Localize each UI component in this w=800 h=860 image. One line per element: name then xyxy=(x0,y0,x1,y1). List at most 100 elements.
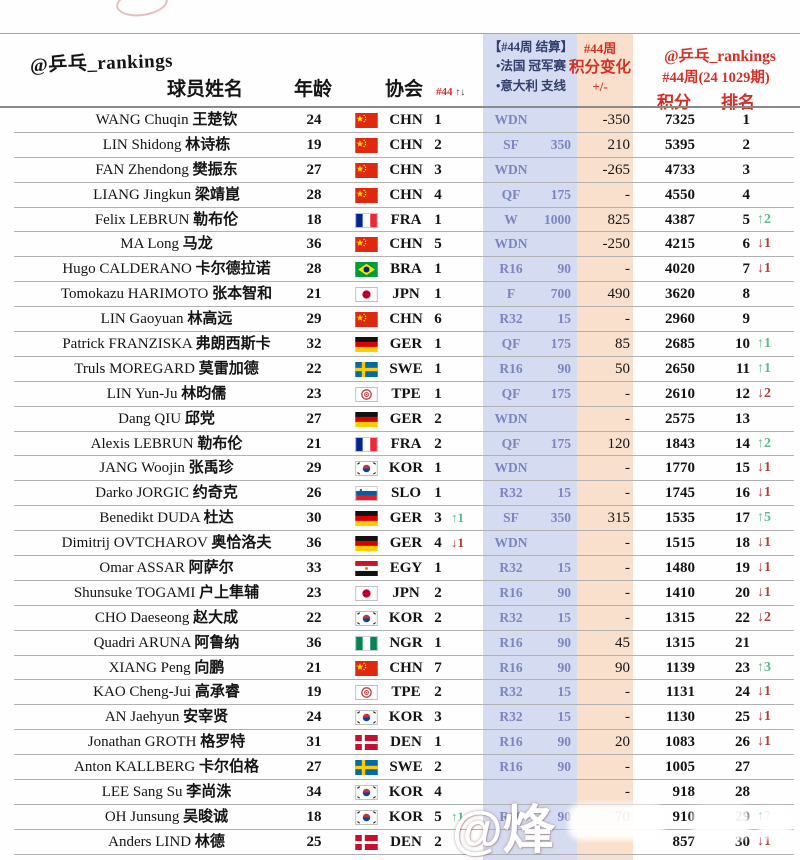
player-name-en: Anders LIND xyxy=(108,833,192,850)
total-points: 1843 xyxy=(665,435,695,452)
total-points: 4733 xyxy=(665,161,695,178)
assoc-code: EGY xyxy=(389,560,423,577)
event-result-points: 15 xyxy=(557,485,572,501)
points-change: 490 xyxy=(607,286,631,303)
player-name: Tomokazu HARIMOTO 张本智和 xyxy=(25,282,308,307)
rank-change: ↓1 xyxy=(757,734,771,750)
event-result-points: 90 xyxy=(557,584,572,600)
rank-change: ↓1 xyxy=(757,535,771,551)
world-rank: 18 xyxy=(735,535,750,552)
table-row: LIN Shidong 林诗栋 19 CHN 2 SF 350 210 5395 2 xyxy=(0,133,800,158)
assoc-rank: 2 xyxy=(434,684,442,701)
player-name-zh: 格罗特 xyxy=(200,734,246,751)
player-name: Hugo CALDERANO 卡尔德拉诺 xyxy=(25,257,308,282)
assoc-code: SWE xyxy=(389,360,423,377)
event-result: QF xyxy=(501,385,521,401)
player-name-en: Alexis LEBRUN xyxy=(90,435,194,452)
assoc-rank: 3 xyxy=(434,709,442,726)
event-result: R16 xyxy=(499,659,523,675)
player-name-en: XIANG Peng xyxy=(108,659,191,676)
player-name-en: Dang QIU xyxy=(118,410,182,427)
player-age: 36 xyxy=(306,634,322,651)
assoc-code: GER xyxy=(389,510,423,527)
assoc-code: TPE xyxy=(391,385,421,402)
table-row: Anton KALLBERG 卡尔伯格 27 SWE 2 R16 90-1005 27 xyxy=(0,755,800,780)
world-rank: 13 xyxy=(735,410,750,427)
total-points: 1131 xyxy=(665,684,695,701)
sort-arrows-icon: ↑↓ xyxy=(455,87,466,98)
event-result-points: 15 xyxy=(557,560,572,576)
rank-change: ↓1 xyxy=(757,584,771,600)
table-row: MA Long 马龙 36 CHN 5 WDN -250 4215 6 ↓1 xyxy=(0,232,800,258)
player-age: 18 xyxy=(306,211,322,228)
player-name: Anton KALLBERG 卡尔伯格 xyxy=(25,755,308,780)
table-row: LIN Yun-Ju 林昀儒 23 TPE 1 QF 175-2610 12 ↓2 xyxy=(0,382,800,407)
event-italy-label: •意大利 支线 xyxy=(495,78,566,93)
total-points: 4387 xyxy=(665,211,695,228)
player-name-en: Quadri ARUNA xyxy=(93,634,191,651)
event-result-points: 90 xyxy=(557,734,572,750)
player-name: LIN Yun-Ju 林昀儒 xyxy=(25,382,308,407)
player-name-en: LIN Yun-Ju xyxy=(106,385,178,402)
player-name-zh: 弗朗西斯卡 xyxy=(195,336,271,353)
player-name-en: Darko JORGIC xyxy=(95,485,189,502)
player-name: KAO Cheng-Jui 高承睿 xyxy=(25,680,308,705)
player-name: LEE Sang Su 李尚洙 xyxy=(25,780,308,805)
event-result-points: 90 xyxy=(557,634,572,650)
assoc-code: CHN xyxy=(389,161,423,178)
world-rank: 14 xyxy=(735,435,750,452)
player-name-en: KAO Cheng-Jui xyxy=(93,684,192,701)
points-change: -250 xyxy=(602,236,631,253)
flag-icon xyxy=(355,635,379,651)
event-result: R16 xyxy=(499,634,523,650)
player-name-zh: 向鹏 xyxy=(194,659,225,676)
assoc-code: GER xyxy=(389,535,423,552)
rank-change: ↑2 xyxy=(757,211,771,227)
player-name: Dang QIU 邱党 xyxy=(25,407,308,432)
event-result: WDN xyxy=(494,236,528,252)
table-row: XIANG Peng 向鹏 21 CHN 7 R16 90 90 1139 23 ↑3 xyxy=(0,656,800,681)
assoc-code: NGR xyxy=(389,634,423,651)
points-change: - xyxy=(625,261,630,278)
assoc-code: JPN xyxy=(392,286,420,303)
event-result: WDN xyxy=(494,535,528,551)
table-row: CHO Daeseong 赵大成 22 KOR 2 R32 15-1315 22 ↓2 xyxy=(0,606,800,631)
assoc-rank-change: ↑1 xyxy=(451,510,464,526)
player-name-zh: 王楚钦 xyxy=(192,112,238,128)
assoc-code: KOR xyxy=(388,709,424,726)
player-name-zh: 林高远 xyxy=(187,311,233,328)
assoc-code: CHN xyxy=(389,659,423,676)
flag-icon xyxy=(355,486,379,502)
player-age: 23 xyxy=(306,385,322,402)
world-rank: 24 xyxy=(735,684,750,701)
player-age: 21 xyxy=(306,286,322,303)
total-points: 1139 xyxy=(665,659,695,676)
flag-icon xyxy=(355,660,379,676)
player-name-zh: 卡尔伯格 xyxy=(198,759,259,776)
player-age: 18 xyxy=(306,808,322,825)
rank-change: ↓1 xyxy=(757,460,771,476)
player-name: WANG Chuqin 王楚钦 xyxy=(25,108,308,133)
assoc-code: SWE xyxy=(389,759,423,776)
table-header: @乒乓_rankings 球员姓名 年龄 协会 #44 ↑↓ 【#44周 结算】… xyxy=(0,34,800,112)
points-change: - xyxy=(625,784,630,801)
brand-right: @乒乓_rankings xyxy=(664,48,776,65)
total-points: 1745 xyxy=(665,485,695,502)
world-rank: 12 xyxy=(735,385,750,402)
player-name-zh: 张本智和 xyxy=(212,286,273,303)
total-points: 7325 xyxy=(665,112,695,128)
partial-logo xyxy=(114,0,170,20)
points-change: - xyxy=(625,410,630,427)
rank-change: ↓1 xyxy=(757,833,771,849)
player-name: CHO Daeseong 赵大成 xyxy=(25,606,308,631)
assoc-code: JPN xyxy=(392,584,420,601)
rank-change: ↑5 xyxy=(757,510,771,526)
table-row: Truls MOREGARD 莫雷加德 22 SWE 1 R16 90 50 2650 11 ↑1 xyxy=(0,357,800,382)
player-name-en: FAN Zhendong xyxy=(95,161,189,178)
player-name-en: Felix LEBRUN xyxy=(94,211,190,228)
world-rank: 9 xyxy=(742,311,751,328)
total-points: 2685 xyxy=(665,336,695,353)
player-name: Benedikt DUDA 杜达 xyxy=(25,506,308,531)
event-result: WDN xyxy=(494,460,528,476)
total-points: 2575 xyxy=(665,410,695,427)
